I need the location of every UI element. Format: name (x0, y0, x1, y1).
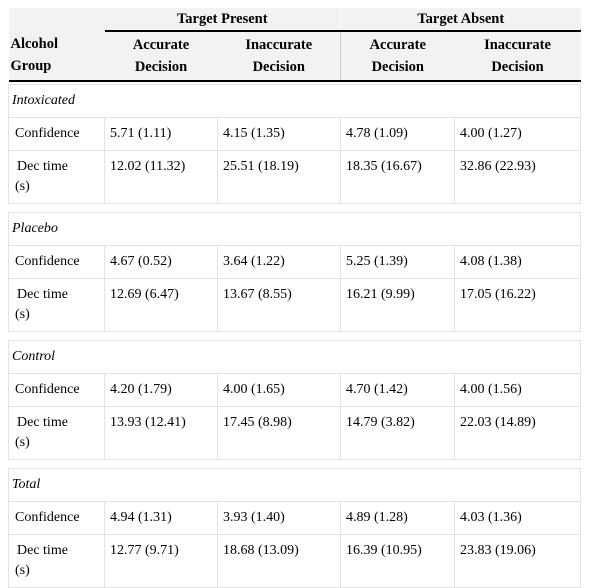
results-table: Target Present Target Absent Alcohol Gro… (7, 8, 582, 588)
row-label-confidence: Confidence (8, 501, 105, 535)
header-present-accurate-line1: Accurate (132, 37, 190, 53)
table-cell: 14.79 (3.82) (340, 406, 456, 460)
header-alcohol-group-line1: Alcohol (10, 36, 59, 52)
table-cell: 13.67 (8.55) (216, 278, 342, 332)
table-cell: 32.86 (22.93) (454, 150, 582, 204)
table-cell: 12.02 (11.32) (104, 150, 218, 204)
group-row-placebo: Placebo (7, 212, 582, 246)
spacer-row (8, 203, 581, 213)
row-label-dec-time-line1: Dec time (17, 287, 68, 302)
header-target-absent: Target Absent (340, 8, 581, 32)
header-absent-inaccurate-line1: Inaccurate (484, 37, 551, 53)
table-row: Confidence 4.67 (0.52) 3.64 (1.22) 5.25 … (8, 245, 582, 279)
row-label-dec-time: Dec time (s) (8, 534, 105, 588)
table-cell: 4.00 (1.65) (216, 373, 342, 407)
table-cell: 4.20 (1.79) (104, 373, 218, 407)
table-cell: 4.08 (1.38) (454, 245, 582, 279)
table-cell: 5.71 (1.11) (104, 117, 218, 151)
table-cell: 17.45 (8.98) (216, 406, 342, 460)
row-label-dec-time-line1: Dec time (17, 159, 68, 174)
row-label-dec-time-line1: Dec time (17, 415, 68, 430)
header-present-accurate: Accurate Decision (104, 31, 218, 82)
table-cell: 12.77 (9.71) (104, 534, 218, 588)
table-row: Dec time (s) 12.02 (11.32) 25.51 (18.19) … (8, 150, 582, 204)
table-body: Intoxicated Confidence 5.71 (1.11) 4.15 … (7, 81, 582, 588)
table-cell: 5.25 (1.39) (340, 245, 456, 279)
table-cell: 12.69 (6.47) (104, 278, 218, 332)
header-present-accurate-line2: Decision (134, 59, 188, 75)
row-label-dec-time: Dec time (s) (8, 406, 105, 460)
header-absent-accurate: Accurate Decision (340, 31, 455, 82)
row-label-dec-time-line2: (s) (15, 179, 30, 194)
table-cell: 4.67 (0.52) (104, 245, 218, 279)
table-row: Dec time (s) 13.93 (12.41) 17.45 (8.98) 1… (8, 406, 582, 460)
table-cell: 16.21 (9.99) (340, 278, 456, 332)
header-alcohol-group-line2: Group (10, 58, 52, 74)
table-cell: 18.68 (13.09) (216, 534, 342, 588)
row-label-dec-time-line2: (s) (15, 435, 30, 450)
table-cell: 16.39 (10.95) (340, 534, 456, 588)
header-alcohol-group: Alcohol Group (8, 31, 105, 82)
table-header: Target Present Target Absent Alcohol Gro… (8, 8, 581, 82)
table-cell: 22.03 (14.89) (454, 406, 582, 460)
spacer-row (8, 331, 581, 341)
row-label-dec-time-line2: (s) (15, 307, 30, 322)
group-row-control: Control (7, 340, 582, 374)
group-label: Control (7, 340, 582, 374)
table-row: Confidence 4.94 (1.31) 3.93 (1.40) 4.89 … (8, 501, 582, 535)
table-cell: 4.70 (1.42) (340, 373, 456, 407)
table-cell: 4.89 (1.28) (340, 501, 456, 535)
group-label: Placebo (7, 212, 582, 246)
row-label-dec-time: Dec time (s) (8, 278, 105, 332)
table-cell: 4.78 (1.09) (340, 117, 456, 151)
row-label-confidence: Confidence (8, 373, 105, 407)
group-row-total: Total (7, 468, 582, 502)
table-cell: 4.00 (1.27) (454, 117, 582, 151)
row-label-dec-time: Dec time (s) (8, 150, 105, 204)
table-row: Confidence 5.71 (1.11) 4.15 (1.35) 4.78 … (8, 117, 582, 151)
group-row-intoxicated: Intoxicated (7, 84, 582, 118)
table-cell: 13.93 (12.41) (104, 406, 218, 460)
table-cell: 18.35 (16.67) (340, 150, 456, 204)
table-cell: 3.64 (1.22) (216, 245, 342, 279)
row-label-dec-time-line1: Dec time (17, 543, 68, 558)
table-cell: 25.51 (18.19) (216, 150, 342, 204)
header-present-inaccurate-line1: Inaccurate (245, 37, 313, 53)
table-cell: 3.93 (1.40) (216, 501, 342, 535)
header-target-present: Target Present (104, 8, 342, 32)
table-cell: 4.03 (1.36) (454, 501, 582, 535)
row-label-confidence: Confidence (8, 117, 105, 151)
header-absent-inaccurate-line2: Decision (491, 59, 544, 75)
table-row: Dec time (s) 12.77 (9.71) 18.68 (13.09) 1… (8, 534, 582, 588)
table-row: Dec time (s) 12.69 (6.47) 13.67 (8.55) 16… (8, 278, 582, 332)
table-row: Confidence 4.20 (1.79) 4.00 (1.65) 4.70 … (8, 373, 582, 407)
header-present-inaccurate-line2: Decision (252, 59, 305, 75)
group-label: Total (7, 468, 582, 502)
table-cell: 4.15 (1.35) (216, 117, 342, 151)
spacer-row (8, 459, 581, 469)
header-blank-cell (8, 8, 105, 31)
header-absent-accurate-line2: Decision (371, 59, 424, 75)
table-cell: 23.83 (19.06) (454, 534, 582, 588)
group-label: Intoxicated (7, 84, 582, 118)
row-label-confidence: Confidence (8, 245, 105, 279)
header-present-inaccurate: Inaccurate Decision (217, 31, 342, 82)
header-absent-accurate-line1: Accurate (369, 37, 426, 53)
row-label-dec-time-line2: (s) (15, 563, 30, 578)
header-absent-inaccurate: Inaccurate Decision (454, 31, 581, 82)
table-cell: 17.05 (16.22) (454, 278, 582, 332)
results-table-container: Target Present Target Absent Alcohol Gro… (7, 8, 582, 588)
table-cell: 4.00 (1.56) (454, 373, 582, 407)
table-cell: 4.94 (1.31) (104, 501, 218, 535)
